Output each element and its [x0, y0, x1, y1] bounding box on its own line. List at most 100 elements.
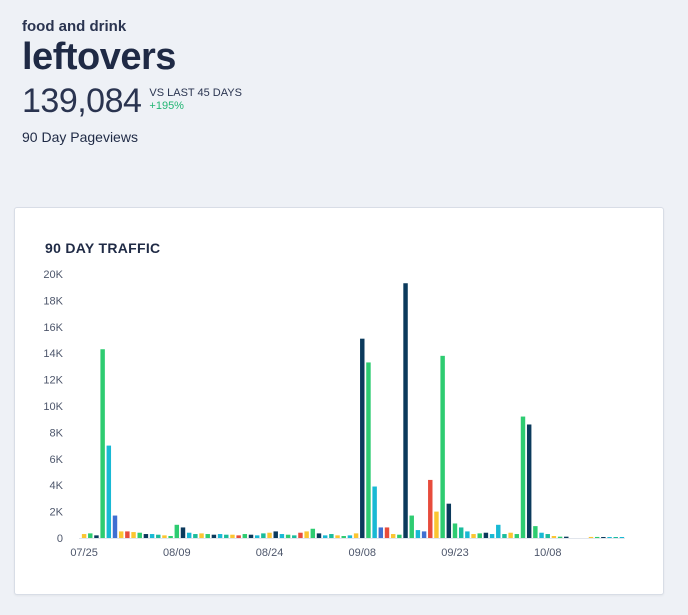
chart-bar[interactable] [564, 536, 569, 538]
chart-bar[interactable] [193, 534, 198, 538]
chart-bar[interactable] [415, 530, 421, 538]
chart-bar[interactable] [366, 362, 371, 538]
comparison: VS LAST 45 DAYS +195% [149, 87, 242, 112]
chart-bar[interactable] [502, 534, 507, 538]
chart-bar[interactable] [496, 524, 501, 538]
chart-bar[interactable] [137, 532, 142, 538]
chart-bar[interactable] [397, 534, 402, 538]
chart-bar[interactable] [88, 533, 93, 538]
y-tick-label: 18K [43, 295, 63, 307]
chart-bar[interactable] [118, 531, 124, 538]
chart-bar[interactable] [601, 537, 606, 538]
chart-bar[interactable] [94, 535, 99, 538]
chart-bar[interactable] [174, 524, 180, 538]
chart-bar[interactable] [409, 515, 414, 538]
chart-bar[interactable] [236, 535, 241, 538]
chart-bar[interactable] [341, 536, 346, 538]
chart-bar[interactable] [539, 532, 544, 538]
chart-bar[interactable] [279, 534, 285, 538]
chart-bar[interactable] [557, 536, 563, 538]
chart-bar[interactable] [292, 535, 297, 538]
chart-bar[interactable] [242, 534, 248, 538]
chart-bar[interactable] [551, 536, 557, 538]
chart-bar[interactable] [273, 531, 278, 538]
x-tick-label: 08/09 [163, 547, 191, 559]
chart-bar[interactable] [353, 533, 359, 538]
chart-bar[interactable] [372, 486, 377, 538]
chart-bar[interactable] [440, 355, 445, 538]
chart-bar[interactable] [322, 535, 328, 538]
chart-bar[interactable] [458, 527, 464, 538]
chart-bar[interactable] [428, 479, 433, 538]
chart-bar[interactable] [168, 536, 173, 538]
chart-bar[interactable] [347, 535, 353, 538]
chart-bar[interactable] [526, 424, 532, 538]
chart-bar[interactable] [390, 534, 396, 538]
chart-bar[interactable] [211, 534, 217, 538]
chart-bar[interactable] [471, 534, 476, 538]
chart-bar[interactable] [224, 534, 229, 538]
chart-bar[interactable] [217, 534, 223, 538]
chart-bar[interactable] [106, 445, 112, 538]
pageviews-value: 139,084 [22, 82, 142, 120]
chart-bar[interactable] [149, 534, 155, 538]
metric-row: 139,084 VS LAST 45 DAYS +195% [22, 83, 242, 119]
metric-caption: 90 Day Pageviews [22, 129, 138, 145]
y-tick-label: 4K [50, 480, 64, 492]
comparison-label: VS LAST 45 DAYS [149, 87, 242, 99]
header: food and drink leftovers 139,084 VS LAST… [22, 18, 242, 145]
chart-bar[interactable] [205, 534, 210, 538]
y-tick-label: 0 [57, 533, 63, 545]
chart-bar[interactable] [434, 511, 439, 538]
chart-bar[interactable] [310, 528, 316, 538]
chart-bar[interactable] [180, 527, 186, 538]
chart-bar[interactable] [477, 533, 482, 538]
chart-bar[interactable] [378, 527, 384, 538]
chart-bar[interactable] [384, 527, 390, 538]
chart-bar[interactable] [421, 531, 427, 538]
chart-bar[interactable] [316, 533, 322, 538]
chart-bar[interactable] [520, 416, 526, 538]
chart-bar[interactable] [267, 532, 272, 538]
chart-bar[interactable] [100, 349, 105, 538]
chart-bar[interactable] [335, 535, 340, 538]
chart-bar[interactable] [156, 534, 161, 538]
chart-bar[interactable] [125, 531, 130, 538]
chart-bar[interactable] [489, 534, 495, 538]
chart-bar[interactable] [533, 526, 538, 538]
chart-bar[interactable] [162, 535, 167, 538]
chart-bar[interactable] [285, 534, 291, 538]
chart-bar[interactable] [248, 534, 254, 538]
y-tick-label: 6K [50, 454, 64, 466]
chart-bar[interactable] [329, 534, 334, 538]
chart-bar[interactable] [588, 536, 594, 538]
chart-bar[interactable] [446, 503, 452, 538]
chart-bar[interactable] [186, 532, 192, 538]
chart-bar[interactable] [81, 534, 87, 538]
chart-bar[interactable] [613, 537, 618, 538]
chart-bar[interactable] [594, 536, 600, 538]
x-tick-label: 10/08 [534, 547, 562, 559]
page-title: leftovers [22, 36, 176, 78]
chart-bar[interactable] [298, 532, 303, 538]
y-tick-label: 14K [43, 348, 63, 360]
chart-bar[interactable] [607, 537, 612, 538]
x-tick-label: 09/08 [349, 547, 377, 559]
chart-bar[interactable] [199, 533, 204, 538]
chart-bar[interactable] [131, 532, 136, 538]
chart-bar[interactable] [112, 515, 118, 538]
chart-bar[interactable] [619, 537, 625, 538]
chart-bar[interactable] [230, 534, 235, 538]
chart-bar[interactable] [514, 534, 520, 538]
chart-bar[interactable] [360, 338, 365, 538]
chart-bar[interactable] [452, 523, 458, 538]
chart-bar[interactable] [143, 534, 149, 538]
chart-bar[interactable] [465, 531, 470, 538]
chart-bar[interactable] [403, 283, 408, 538]
chart-bar[interactable] [508, 532, 513, 538]
chart-bar[interactable] [304, 531, 309, 538]
chart-bar[interactable] [545, 534, 550, 538]
chart-bar[interactable] [254, 535, 260, 538]
chart-bar[interactable] [261, 533, 266, 538]
chart-bar[interactable] [483, 532, 489, 538]
